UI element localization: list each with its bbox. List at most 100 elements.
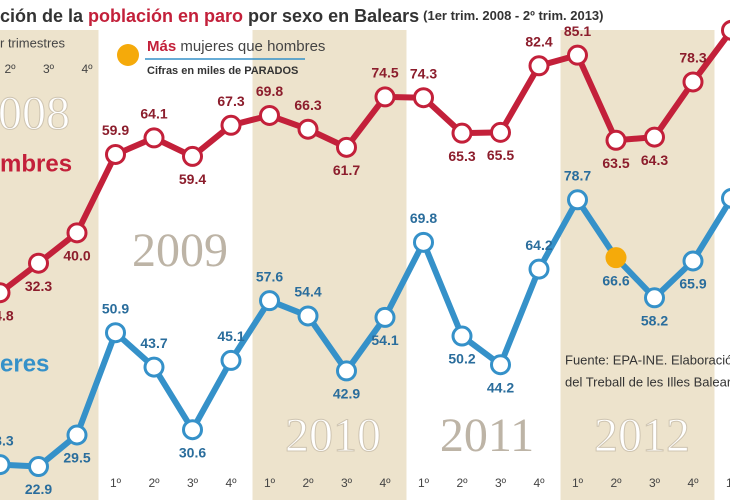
data-label: 63.5 — [602, 155, 629, 171]
data-point — [220, 349, 242, 371]
x-tick-label: 2º — [610, 476, 622, 490]
data-label: 85.1 — [564, 23, 591, 39]
x-tick-label: 4º — [687, 476, 699, 490]
x-tick-label: 2º — [148, 476, 160, 490]
data-point — [605, 129, 627, 151]
data-label: 23.3 — [0, 432, 14, 448]
data-point — [490, 354, 511, 376]
x-tick-label: 1º — [110, 476, 122, 490]
data-label: 24.8 — [0, 307, 14, 323]
top-quarter-label: 2º — [4, 62, 16, 76]
data-point — [528, 258, 550, 280]
subtitle: (1er trim. 2008 - 2º trim. 2013) — [423, 8, 603, 23]
source: Fuente: EPA-INE. Elaboració: Ob — [565, 352, 730, 367]
data-label: 32.3 — [25, 278, 52, 294]
data-point — [336, 360, 357, 382]
data-label: 78.7 — [564, 168, 591, 184]
title-highlight: población en paro — [88, 6, 243, 26]
legend-entry: mbres — [0, 150, 72, 177]
legend-bold: Más — [147, 38, 176, 55]
data-point — [259, 104, 280, 126]
x-tick-label: 1º — [264, 476, 276, 490]
data-point — [451, 325, 473, 347]
x-tick-label: 3º — [187, 476, 199, 490]
data-label: 64.1 — [140, 106, 167, 122]
data-label: 67.3 — [217, 93, 244, 109]
chart-title: ción de la población en paro por sexo en… — [0, 6, 603, 26]
data-point — [605, 247, 627, 269]
x-tick-label: 4º — [225, 476, 237, 490]
data-point — [182, 145, 203, 167]
data-label: 42.9 — [333, 386, 360, 402]
data-point — [143, 356, 165, 378]
data-point — [567, 44, 588, 66]
data-point — [105, 322, 126, 344]
legend-title: Más mujeres que hombres — [147, 38, 325, 55]
title-part: ción de la — [0, 6, 88, 26]
year-label: 2009 — [132, 224, 228, 277]
data-point — [644, 287, 665, 309]
x-tick-label: 4º — [533, 476, 545, 490]
data-label: 74.5 — [371, 65, 398, 81]
source: del Treball de les Illes Balears — [565, 374, 730, 389]
data-point — [374, 306, 396, 328]
year-label: 2012 — [594, 409, 690, 462]
data-label: 66.3 — [294, 97, 321, 113]
data-label: 64.2 — [525, 237, 552, 253]
data-point — [66, 424, 88, 446]
x-tick-label: 3º — [649, 476, 661, 490]
legend-entry: eres — [0, 350, 49, 377]
data-point — [0, 454, 11, 476]
data-label: 66.6 — [602, 272, 629, 288]
data-point — [490, 121, 511, 143]
x-tick-label: 3º — [341, 476, 353, 490]
data-label: 61.7 — [333, 162, 360, 178]
data-point — [528, 55, 550, 77]
x-tick-label: 3º — [495, 476, 507, 490]
data-point — [28, 252, 49, 274]
data-point — [105, 143, 126, 165]
data-label: 54.1 — [371, 332, 398, 348]
x-tick-label: 1º — [726, 476, 730, 490]
data-point — [336, 136, 357, 158]
x-tick-label: 1º — [572, 476, 584, 490]
data-point — [259, 290, 280, 312]
data-point — [413, 231, 434, 253]
data-label: 78.3 — [679, 50, 706, 66]
year-label: 2011 — [440, 409, 534, 462]
year-label: 2010 — [285, 409, 381, 462]
data-point — [644, 126, 665, 148]
x-tick-label: 1º — [418, 476, 430, 490]
data-label: 82.4 — [525, 34, 552, 50]
data-label: 29.5 — [63, 450, 90, 466]
data-label: 45.1 — [217, 328, 244, 344]
data-label: 74.3 — [410, 65, 437, 81]
data-point — [220, 114, 242, 136]
data-point — [721, 19, 730, 41]
data-label: 69.8 — [410, 210, 437, 226]
data-label: 69.8 — [256, 83, 283, 99]
period-label: r trimestres — [0, 35, 66, 50]
data-point — [297, 118, 319, 140]
legend-marker — [117, 44, 139, 66]
year-label: 008 — [0, 87, 70, 140]
data-label: 64.3 — [641, 152, 668, 168]
data-label: 50.2 — [448, 351, 475, 367]
data-label: 57.6 — [256, 268, 283, 284]
data-point — [567, 189, 588, 211]
data-label: 58.2 — [641, 313, 668, 329]
title-part: por sexo en Balears — [243, 6, 419, 26]
data-label: 40.0 — [63, 248, 90, 264]
data-point — [66, 222, 88, 244]
data-label: 65.5 — [487, 147, 514, 163]
data-point — [28, 456, 49, 478]
data-label: 30.6 — [179, 444, 206, 460]
data-point — [182, 419, 203, 441]
data-point — [374, 86, 396, 108]
legend-text: mujeres que hombres — [176, 38, 325, 55]
data-label: 59.4 — [179, 171, 206, 187]
top-quarter-label: 3º — [43, 62, 55, 76]
data-label: 65.9 — [679, 276, 706, 292]
data-label: 22.9 — [25, 481, 52, 497]
